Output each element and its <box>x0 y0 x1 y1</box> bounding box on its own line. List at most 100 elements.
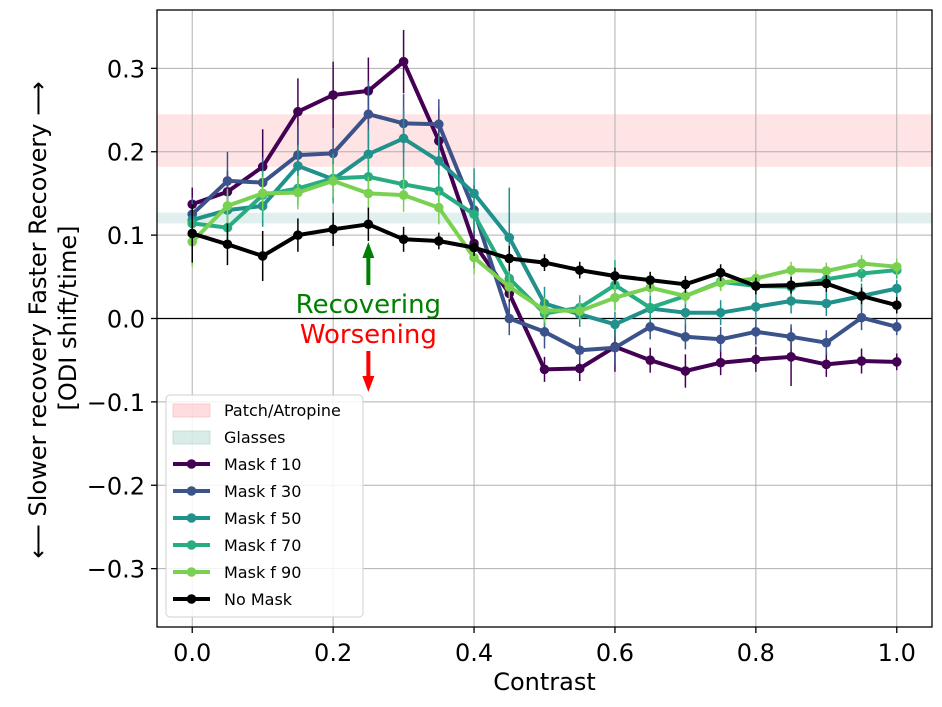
data-point <box>398 133 409 144</box>
legend-item: Mask f 90 <box>173 563 301 582</box>
data-point <box>574 345 585 355</box>
data-point <box>891 262 902 272</box>
data-point <box>856 258 867 269</box>
legend-label: Mask f 70 <box>224 536 301 555</box>
legend-label: Glasses <box>224 428 286 447</box>
data-point <box>821 337 832 348</box>
data-point <box>293 106 303 117</box>
data-point <box>293 161 303 171</box>
data-point <box>539 305 550 315</box>
y-axis-unit-label: [ODI shift/time] <box>54 226 82 411</box>
data-point <box>680 279 691 290</box>
legend-item: Glasses <box>172 428 286 447</box>
data-point <box>715 357 726 368</box>
data-point <box>891 283 902 294</box>
legend-box <box>165 394 364 618</box>
legend-marker <box>186 459 197 469</box>
data-point <box>645 322 655 332</box>
data-point <box>856 356 867 366</box>
data-point <box>715 334 726 345</box>
data-point <box>434 202 444 213</box>
data-point <box>222 176 233 186</box>
data-point <box>363 188 374 199</box>
data-point <box>328 90 338 100</box>
data-point <box>398 190 409 200</box>
legend-item: Patch/Atropine <box>172 401 341 420</box>
y-tick-label: −0.1 <box>87 389 145 417</box>
data-point <box>891 300 902 310</box>
band-0 <box>157 114 932 167</box>
x-tick-label: 0.8 <box>737 639 775 667</box>
data-point <box>293 187 303 198</box>
data-point <box>363 149 374 160</box>
x-axis-label: Contrast <box>493 668 596 696</box>
data-point <box>539 364 550 375</box>
legend-item: Mask f 10 <box>173 455 301 474</box>
data-point <box>856 291 867 301</box>
data-point <box>786 352 796 362</box>
data-point <box>786 296 796 306</box>
y-tick-label: 0.0 <box>107 306 145 334</box>
data-point <box>715 307 726 318</box>
data-point <box>715 267 726 278</box>
arrow-left: ⟵ <box>24 516 52 558</box>
data-point <box>751 354 761 365</box>
legend-swatch <box>172 430 211 445</box>
data-point <box>680 332 691 342</box>
axis-labels: Contrast ⟵ Slower recovery Faster Recove… <box>24 82 596 697</box>
data-point <box>257 188 268 199</box>
recovering-annotation: Recovering <box>296 290 441 320</box>
data-point <box>222 201 233 211</box>
data-point <box>504 282 515 292</box>
data-point <box>469 209 479 220</box>
data-point <box>856 312 867 323</box>
recovering-arrow-icon <box>362 242 375 258</box>
data-point <box>504 253 515 264</box>
y-tick-label: −0.2 <box>87 472 145 500</box>
legend-label: No Mask <box>224 590 293 609</box>
data-point <box>645 355 655 365</box>
data-point <box>574 306 585 316</box>
data-point <box>398 234 409 245</box>
x-tick-label: 0.4 <box>455 639 493 667</box>
x-tick-label: 0.2 <box>314 639 352 667</box>
legend-marker <box>186 513 197 523</box>
data-point <box>715 277 726 288</box>
data-point <box>574 363 585 374</box>
series-4 <box>187 164 902 323</box>
data-point <box>434 119 444 130</box>
data-series <box>187 30 902 388</box>
data-point <box>539 327 550 337</box>
faster-recovery-label: Faster Recovery <box>24 124 52 316</box>
data-point <box>751 327 761 337</box>
y-tick-label: −0.3 <box>87 556 145 584</box>
data-point <box>187 228 198 239</box>
data-point <box>645 302 655 313</box>
legend-swatch <box>172 403 211 418</box>
data-point <box>469 188 479 199</box>
y-tick-label: 0.3 <box>107 55 145 83</box>
data-point <box>610 319 620 330</box>
y-tick-label: 0.2 <box>107 139 145 167</box>
data-point <box>786 265 796 275</box>
data-point <box>610 342 620 353</box>
data-point <box>680 291 691 301</box>
x-tick-label: 0.0 <box>173 639 211 667</box>
data-point <box>610 292 620 303</box>
legend-label: Mask f 90 <box>224 563 301 582</box>
data-point <box>645 275 655 285</box>
data-point <box>891 322 902 332</box>
data-point <box>574 265 585 275</box>
spacer <box>24 315 52 323</box>
legend-marker <box>186 486 197 496</box>
data-point <box>821 359 832 370</box>
data-point <box>751 281 761 291</box>
legend-label: Mask f 10 <box>224 455 301 474</box>
data-point <box>363 109 374 120</box>
data-point <box>469 252 479 263</box>
data-point <box>610 271 620 281</box>
data-point <box>821 266 832 276</box>
data-point <box>257 251 268 261</box>
legend-marker <box>186 540 197 550</box>
